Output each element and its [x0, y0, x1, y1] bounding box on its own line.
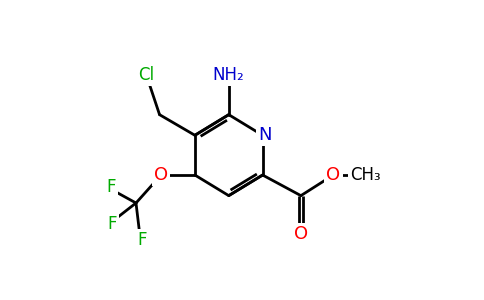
Text: N: N	[258, 126, 272, 144]
Text: O: O	[294, 225, 308, 243]
Text: F: F	[106, 178, 116, 196]
Text: O: O	[154, 166, 168, 184]
Text: O: O	[326, 166, 340, 184]
Text: Cl: Cl	[138, 66, 154, 84]
Text: CH₃: CH₃	[350, 166, 381, 184]
Text: F: F	[137, 231, 147, 249]
Text: F: F	[108, 214, 117, 232]
Text: NH₂: NH₂	[213, 66, 244, 84]
